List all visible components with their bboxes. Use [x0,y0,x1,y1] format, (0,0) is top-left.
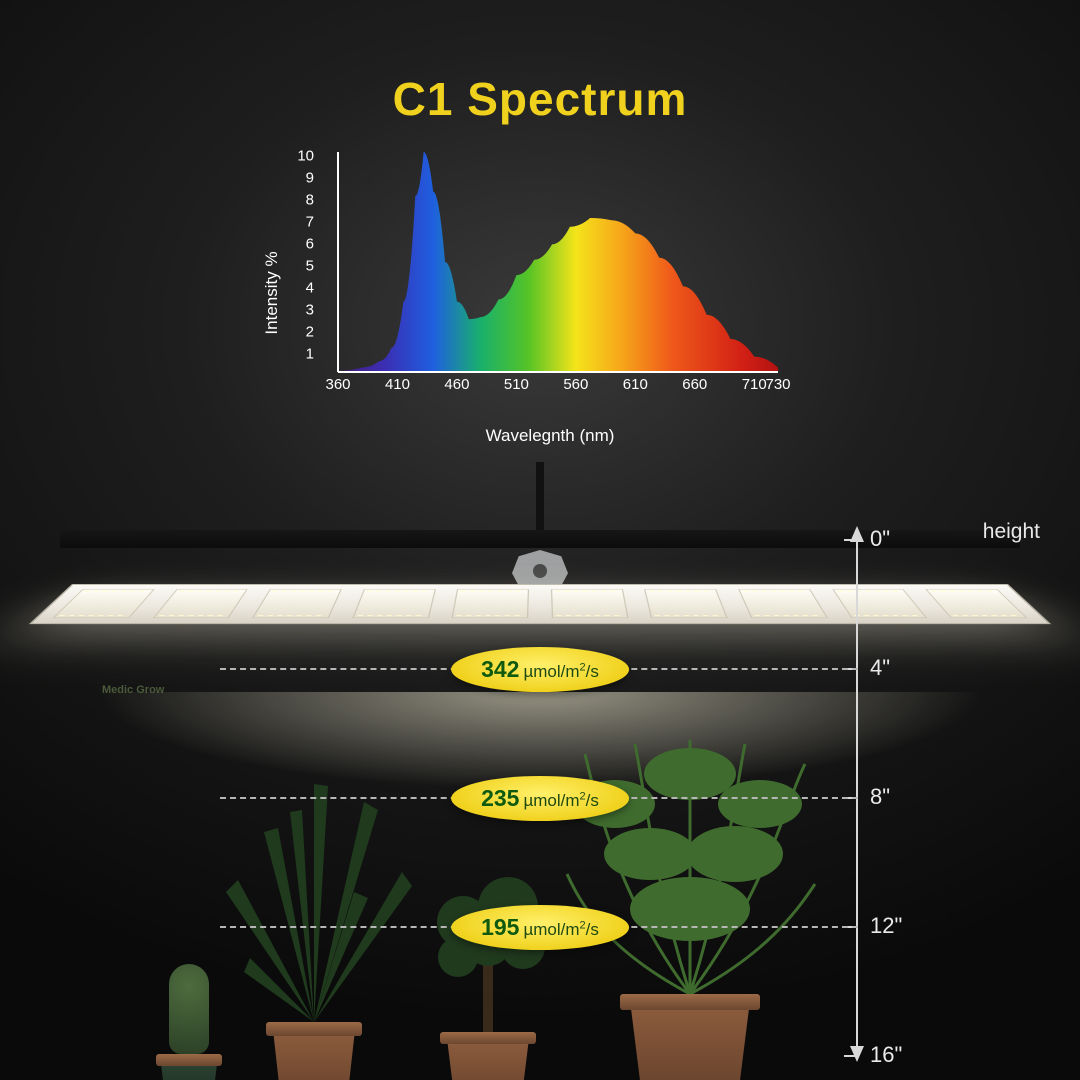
led-bar [452,589,529,618]
height-tick: 16" [844,1055,858,1057]
led-bar [645,589,728,618]
x-tick: 610 [623,376,648,393]
led-bar [252,589,341,618]
spectrum-svg [338,152,778,372]
height-tick-label: 16" [870,1042,902,1068]
x-tick: 360 [325,376,350,393]
ppfd-badge: 235µmol/m2/s [451,776,629,821]
y-tick: 2 [306,324,314,341]
led-bar [551,589,628,618]
x-tick: 560 [563,376,588,393]
ppfd-badge: 342µmol/m2/s [451,647,629,692]
height-tick-label: 8" [870,784,890,810]
plant-bonsai [440,1032,536,1080]
y-tick: 4 [306,280,314,297]
ppfd-value: 342 [481,656,519,682]
brand-logo: Medic Grow [102,684,164,696]
ppfd-badge: 195µmol/m2/s [451,905,629,950]
ppfd-unit: µmol/m2/s [523,920,598,939]
led-bar [53,589,155,618]
x-tick: 410 [385,376,410,393]
led-bar [738,589,827,618]
height-axis: height 0" 4" 8" 12" 16" [842,520,1042,1056]
x-axis-label: Wavelegnth (nm) [486,426,615,446]
plant-tall-leafy [266,1022,362,1080]
height-tick-label: 12" [870,913,902,939]
x-tick: 510 [504,376,529,393]
y-tick: 8 [306,192,314,209]
ppfd-unit: µmol/m2/s [523,791,598,810]
height-tick: 0" [844,539,858,541]
y-tick: 9 [306,170,314,187]
led-bar [352,589,435,618]
ppfd-unit: µmol/m2/s [523,662,598,681]
spectrum-chart: Intensity % 12345678910 3604104605105606… [290,148,810,438]
y-tick: 6 [306,236,314,253]
y-tick: 5 [306,258,314,275]
spectrum-plot-area [338,152,778,372]
plant-bushy [620,994,760,1080]
y-tick: 10 [297,148,314,165]
chart-title: C1 Spectrum [0,72,1080,126]
x-tick: 660 [682,376,707,393]
y-tick: 1 [306,346,314,363]
height-tick-label: 0" [870,526,890,552]
led-bar [152,589,248,618]
plant-cactus [156,1054,222,1080]
hanger-rod [536,462,544,532]
x-tick: 710 [742,376,767,393]
x-tick: 730 [765,376,790,393]
ppfd-value: 195 [481,914,519,940]
height-tick-label: 4" [870,655,890,681]
height-axis-label: height [983,520,1040,544]
y-tick: 7 [306,214,314,231]
arrow-down-icon [850,1046,864,1062]
ppfd-value: 235 [481,785,519,811]
y-axis-label: Intensity % [262,251,282,334]
y-tick: 3 [306,302,314,319]
x-tick: 460 [444,376,469,393]
